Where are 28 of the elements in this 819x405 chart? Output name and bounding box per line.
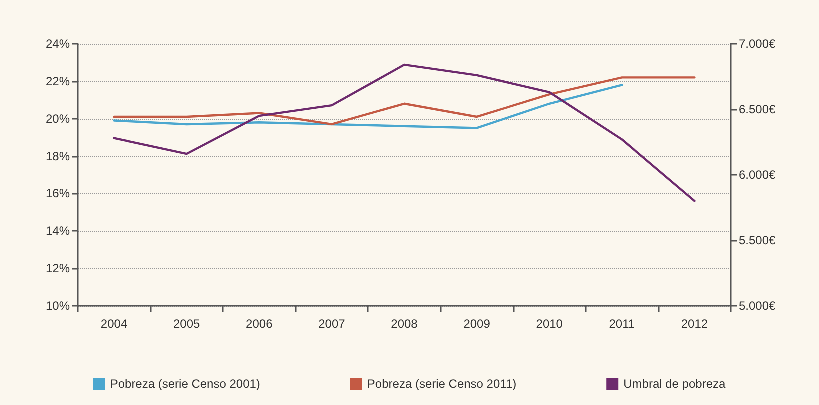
- legend-label: Pobreza (serie Censo 2001): [110, 377, 260, 391]
- x-tick-label: 2008: [391, 317, 418, 331]
- x-tick-label: 2009: [464, 317, 491, 331]
- y-tick-label: 16%: [46, 186, 70, 201]
- y2-tick-label: 5.500€: [739, 234, 776, 248]
- x-tick-label: 2006: [246, 317, 274, 331]
- y-tick-label: 20%: [46, 112, 70, 126]
- y2-tick-label: 5.000€: [739, 299, 776, 313]
- y-tick-label: 24%: [46, 37, 70, 51]
- x-tick-label: 2005: [173, 317, 201, 331]
- x-tick-label: 2004: [100, 317, 128, 331]
- line-series: [113, 76, 696, 126]
- x-tick-label: 2010: [536, 317, 564, 331]
- y-tick-label: 14%: [46, 224, 70, 238]
- legend-label: Pobreza (serie Censo 2011): [367, 377, 517, 391]
- x-tick-label: 2007: [318, 317, 346, 331]
- y2-tick-label: 6.000€: [739, 168, 776, 182]
- y2-tick-label: 7.000€: [739, 37, 776, 51]
- y-tick-label: 10%: [46, 299, 70, 313]
- line-series: [113, 84, 624, 130]
- y-tick-label: 12%: [46, 262, 70, 276]
- line-series: [113, 64, 696, 202]
- legend-label: Umbral de pobreza: [624, 377, 726, 391]
- x-tick-label: 2011: [609, 317, 636, 331]
- x-tick-label: 2012: [681, 317, 708, 331]
- y-tick-label: 18%: [46, 149, 70, 164]
- y-tick-label: 22%: [46, 74, 70, 88]
- y2-tick-label: 6.500€: [739, 102, 776, 116]
